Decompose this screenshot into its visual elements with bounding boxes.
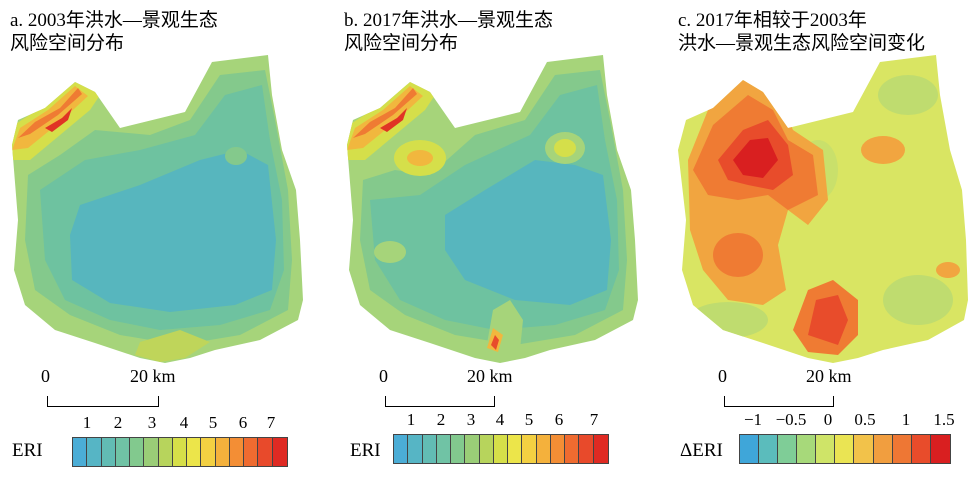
panel-c-legend-colorbar — [739, 434, 951, 464]
panel-b-legend-swatch — [536, 435, 551, 463]
panel-c-legend-tick-label: −0.5 — [775, 410, 807, 429]
panel-b-legend-swatch — [394, 435, 409, 463]
panel-a-legend-tick-label: 5 — [208, 413, 218, 432]
panel-c-scale-dist: 20 km — [806, 366, 852, 386]
panel-a-legend-swatch — [130, 438, 145, 466]
panel-a-scale-zero: 0 — [41, 366, 50, 386]
panel-c-scale-zero: 0 — [718, 366, 727, 386]
panel-a-legend-tick-label: 2 — [113, 413, 123, 432]
panel-c-legend-swatch — [816, 435, 836, 463]
panel-b-legend-swatch — [451, 435, 466, 463]
panel-c-legend-tick-label: −1 — [743, 410, 763, 429]
panel-c-change-map — [678, 55, 968, 363]
panel-b-legend-swatch — [550, 435, 566, 463]
panel-c-legend-swatch — [778, 435, 798, 463]
panel-b-legend-swatch — [493, 435, 509, 463]
panel-b-legend-swatch — [465, 435, 480, 463]
panel-b-legend-tick-label: 5 — [524, 410, 534, 429]
panel-c-legend-tick-label: 0 — [823, 410, 833, 429]
panel-b-legend-tick-label: 2 — [436, 410, 446, 429]
panel-a-title-line1: a. 2003年洪水—景观生态 — [10, 10, 218, 31]
panel-c-legend-tick-label: 0.5 — [854, 410, 876, 429]
panel-a-legend-tick-label: 1 — [82, 413, 92, 432]
panel-c-legend-title: ΔERI — [680, 440, 723, 461]
panel-a-legend-swatch — [229, 438, 245, 466]
panel-b-title: b. 2017年洪水—景观生态 风险空间分布 — [344, 9, 553, 55]
panel-a-legend-swatch — [158, 438, 173, 466]
panel-b-legend-swatch — [565, 435, 580, 463]
panel-c-legend-tick-label: 1 — [901, 410, 911, 429]
panel-c-legend-tick-label: 1.5 — [933, 410, 955, 429]
panel-c-legend-swatch — [930, 435, 950, 463]
panel-a-legend-swatch — [144, 438, 159, 466]
panel-a-legend-tick-label: 7 — [266, 413, 276, 432]
panel-a-legend-swatch — [187, 438, 202, 466]
panel-a-legend-tick-label: 4 — [179, 413, 189, 432]
panel-c-legend-swatch — [740, 435, 760, 463]
panel-a-legend-swatch — [244, 438, 259, 466]
panel-b-legend-swatch — [522, 435, 537, 463]
panel-a-risk-map — [12, 55, 303, 363]
panel-b-legend-swatch — [579, 435, 594, 463]
panel-a-title: a. 2003年洪水—景观生态 风险空间分布 — [10, 9, 218, 55]
panel-a-legend-swatch — [73, 438, 88, 466]
panel-b-legend-tick-label: 3 — [466, 410, 476, 429]
panel-b-legend-swatch — [408, 435, 423, 463]
panel-c-legend-swatch — [854, 435, 874, 463]
panel-c-legend-swatch — [797, 435, 817, 463]
panel-b-title-line1: b. 2017年洪水—景观生态 — [344, 10, 554, 31]
panel-a-legend-swatch — [258, 438, 273, 466]
panel-b-legend-swatch — [508, 435, 523, 463]
panel-a-legend-tick-label: 6 — [238, 413, 248, 432]
panel-a-title-line2: 风险空间分布 — [10, 33, 125, 54]
panel-b-legend-tick-label: 7 — [589, 410, 599, 429]
panel-b-legend-tick-label: 6 — [554, 410, 564, 429]
panel-b-risk-map — [347, 55, 638, 363]
panel-a-legend-colorbar — [72, 437, 288, 467]
panel-c-title-line2: 洪水—景观生态风险空间变化 — [678, 33, 926, 54]
panel-a-legend-swatch — [272, 438, 287, 466]
panel-c-legend-swatch — [911, 435, 931, 463]
panel-a-legend-swatch — [115, 438, 131, 466]
panel-a-legend-swatch — [87, 438, 102, 466]
panel-b-legend-tick-label: 4 — [495, 410, 505, 429]
panel-c-title: c. 2017年相较于2003年 洪水—景观生态风险空间变化 — [678, 9, 925, 55]
panel-b-scale-dist: 20 km — [467, 366, 513, 386]
panel-a-legend-swatch — [172, 438, 188, 466]
panel-b-legend-swatch — [479, 435, 494, 463]
panel-b-legend-swatch — [422, 435, 437, 463]
panel-b-legend-title: ERI — [350, 440, 381, 461]
panel-b-scale-zero: 0 — [379, 366, 388, 386]
panel-a-legend-swatch — [201, 438, 216, 466]
panel-a-legend-swatch — [215, 438, 230, 466]
panel-c-legend-swatch — [892, 435, 912, 463]
panel-c-legend-swatch — [759, 435, 779, 463]
panel-a-legend-swatch — [101, 438, 116, 466]
panel-a-scale-dist: 20 km — [130, 366, 176, 386]
panel-c-legend-swatch — [873, 435, 893, 463]
panel-a-legend-title: ERI — [12, 440, 43, 461]
panel-c-title-line1: c. 2017年相较于2003年 — [678, 10, 867, 31]
panel-b-legend-swatch — [436, 435, 452, 463]
panel-b-legend-colorbar — [393, 434, 609, 464]
panel-b-legend-swatch — [593, 435, 608, 463]
panel-b-legend-tick-label: 1 — [406, 410, 416, 429]
panel-a-legend-tick-label: 3 — [147, 413, 157, 432]
panel-c-legend-swatch — [835, 435, 855, 463]
panel-b-title-line2: 风险空间分布 — [344, 33, 459, 54]
